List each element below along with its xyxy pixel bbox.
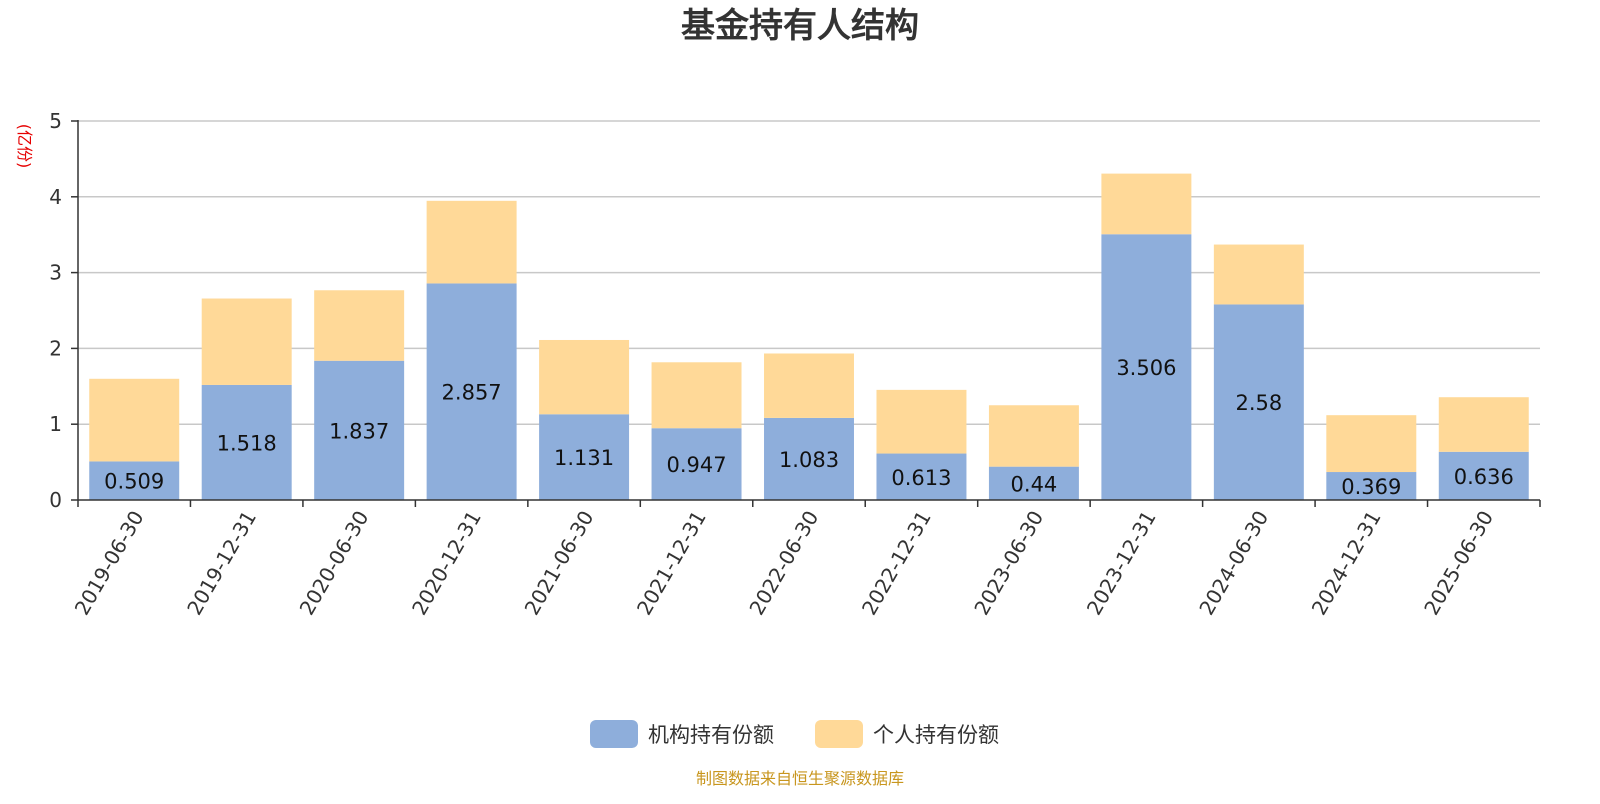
bar-institutional	[1438, 451, 1529, 500]
bar-individual	[764, 353, 854, 418]
x-tick-label: 2020-06-30	[295, 507, 374, 620]
legend: 机构持有份额 个人持有份额	[590, 720, 999, 748]
data-label-institutional: 0.369	[1341, 475, 1401, 499]
data-label-institutional: 0.509	[104, 470, 164, 494]
bar-individual	[89, 378, 180, 462]
data-label-institutional: 1.837	[329, 419, 389, 443]
bar-institutional	[988, 466, 1079, 500]
x-tick-label: 2024-12-31	[1307, 507, 1386, 620]
bar-institutional	[651, 428, 742, 500]
bar-individual	[314, 290, 405, 361]
bar-individual	[1438, 397, 1529, 452]
bar-institutional	[876, 453, 967, 500]
bar-institutional	[1326, 472, 1417, 500]
bars	[89, 173, 1529, 501]
x-tick-label: 2023-12-31	[1082, 507, 1161, 620]
bar-individual	[1101, 173, 1192, 235]
data-label-institutional: 1.518	[217, 431, 277, 455]
bar-institutional	[764, 417, 854, 500]
bar-individual	[1213, 244, 1304, 305]
x-tick-label: 2025-06-30	[1419, 507, 1498, 620]
bar-institutional	[201, 384, 292, 500]
x-tick-label: 2019-06-30	[70, 507, 149, 620]
bar-individual	[1326, 415, 1417, 473]
data-label-institutional: 3.506	[1116, 356, 1176, 380]
legend-label-institutional: 机构持有份额	[648, 723, 774, 747]
data-label-institutional: 2.857	[442, 381, 502, 405]
x-tick-label: 2022-06-30	[744, 507, 823, 620]
x-tick-label: 2023-06-30	[969, 507, 1048, 620]
x-tick-label: 2019-12-31	[182, 507, 261, 620]
x-tick-label: 2024-06-30	[1194, 507, 1273, 620]
data-label-institutional: 1.131	[554, 446, 614, 470]
y-tick-label: 0	[49, 488, 62, 512]
data-labels: 0.509 1.518 1.837 2.857 1.131 0.947 1.083 0.613…	[104, 356, 1514, 499]
data-label-institutional: 0.636	[1454, 465, 1514, 489]
legend-label-individual: 个人持有份额	[873, 723, 999, 747]
bar-institutional	[426, 283, 517, 500]
bar-individual	[426, 200, 517, 284]
data-label-institutional: 0.44	[1011, 472, 1058, 496]
legend-swatch-individual	[815, 720, 863, 748]
x-tick-label: 2021-06-30	[520, 507, 599, 620]
bar-institutional	[89, 461, 180, 500]
data-label-institutional: 2.58	[1235, 391, 1282, 415]
bar-individual	[988, 405, 1079, 467]
legend-swatch-institutional	[590, 720, 638, 748]
chart-title: 基金持有人结构	[681, 6, 919, 46]
y-tick-label: 4	[49, 185, 62, 209]
bar-institutional	[1101, 234, 1192, 501]
bar-institutional	[539, 414, 630, 500]
x-tick-label: 2022-12-31	[857, 507, 936, 620]
bar-institutional	[1213, 304, 1304, 500]
bar-individual	[201, 298, 292, 385]
bar-institutional	[314, 360, 405, 500]
y-axis-unit-label: (亿份)	[15, 124, 34, 169]
y-tick-label: 2	[49, 336, 62, 360]
x-tick-label: 2020-12-31	[407, 506, 486, 619]
bar-individual	[651, 362, 742, 429]
data-label-institutional: 0.947	[666, 453, 726, 477]
y-tick-label: 1	[49, 412, 62, 436]
bar-individual	[876, 389, 967, 454]
data-label-institutional: 0.613	[891, 466, 951, 490]
bar-individual	[539, 339, 630, 415]
y-tick-label: 5	[49, 109, 62, 133]
x-tick-label: 2021-12-31	[632, 507, 711, 620]
y-tick-label: 3	[49, 261, 62, 285]
data-source-note: 制图数据来自恒生聚源数据库	[696, 769, 904, 788]
data-label-institutional: 1.083	[779, 448, 839, 472]
